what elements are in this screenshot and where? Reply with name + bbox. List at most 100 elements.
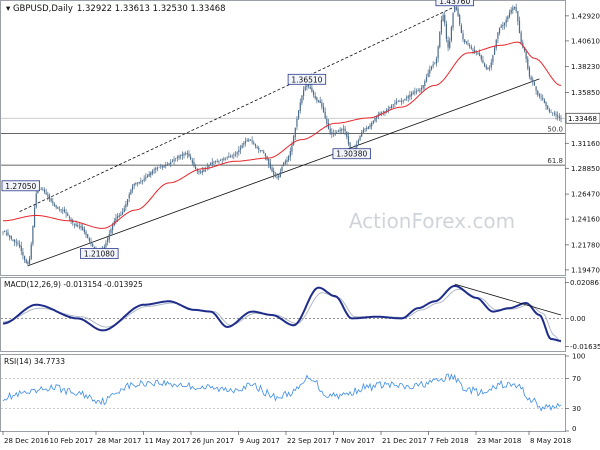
candles bbox=[2, 2, 562, 267]
candle-body bbox=[146, 175, 149, 177]
price-annotation-text-4: 1.30380 bbox=[336, 150, 367, 159]
candle-body bbox=[296, 118, 298, 127]
candle-body bbox=[430, 66, 433, 70]
price-axis-label-8: 1.21780 bbox=[571, 241, 600, 249]
candle-body bbox=[523, 47, 526, 51]
candle-body bbox=[341, 129, 343, 131]
candle-body bbox=[485, 66, 487, 69]
candle-body bbox=[57, 206, 59, 209]
candle-body bbox=[254, 144, 257, 147]
candle-body bbox=[48, 195, 51, 199]
candle-body bbox=[17, 242, 19, 244]
candle-body bbox=[342, 128, 345, 130]
candle-body bbox=[123, 208, 125, 213]
candle-body bbox=[547, 105, 549, 110]
candle-body bbox=[480, 55, 482, 60]
candle-body bbox=[542, 97, 544, 100]
price-trend-line-1 bbox=[27, 78, 540, 267]
candle-body bbox=[462, 33, 464, 40]
date-axis-label-5: 9 Aug 2017 bbox=[240, 437, 280, 445]
date-axis-label-4: 26 Jun 2017 bbox=[192, 437, 234, 445]
candle-body bbox=[397, 101, 399, 102]
rsi-axis-label-1: 70 bbox=[572, 375, 581, 383]
candle-body bbox=[432, 64, 434, 67]
chart-header-symbol: ▾ GBPUSD,Daily 1.32922 1.33613 1.32530 1.… bbox=[6, 4, 226, 14]
macd-title: MACD(12,26,9) -0.013154 -0.013925 bbox=[4, 280, 143, 289]
candle-body bbox=[278, 175, 280, 178]
price-pane-frame bbox=[0, 0, 566, 276]
macd-layer bbox=[1, 283, 565, 343]
candle-body bbox=[394, 102, 396, 104]
candle-body bbox=[180, 155, 182, 156]
candle-body bbox=[191, 160, 193, 163]
candle-body bbox=[211, 162, 213, 165]
candle-body bbox=[7, 232, 9, 236]
candle-body bbox=[503, 22, 506, 26]
candle-body bbox=[422, 84, 424, 89]
candle-body bbox=[484, 63, 486, 66]
candle-body bbox=[452, 13, 454, 28]
candle-body bbox=[467, 43, 469, 45]
candle-body bbox=[498, 27, 501, 34]
candle-body bbox=[213, 161, 215, 163]
candle-body bbox=[500, 25, 502, 28]
candle-body bbox=[195, 166, 197, 170]
candle-body bbox=[4, 230, 6, 233]
candle-body bbox=[517, 11, 519, 22]
candle-body bbox=[136, 182, 139, 184]
candle-body bbox=[475, 52, 477, 54]
candle-body bbox=[229, 155, 232, 157]
candle-body bbox=[175, 158, 177, 159]
candle-body bbox=[52, 201, 54, 204]
candle-body bbox=[244, 141, 247, 144]
candle-body bbox=[161, 166, 164, 168]
candle-body bbox=[92, 243, 94, 247]
candle-body bbox=[437, 46, 439, 59]
candle-body bbox=[372, 120, 374, 124]
candle-body bbox=[135, 182, 137, 184]
candle-body bbox=[9, 235, 11, 238]
candle-body bbox=[454, 6, 456, 13]
candle-body bbox=[45, 192, 47, 195]
candle-body bbox=[281, 166, 283, 171]
price-trend-line-0 bbox=[19, 6, 455, 212]
candle-body bbox=[112, 225, 114, 231]
price-axis-label-7: 1.24160 bbox=[571, 216, 600, 224]
candle-body bbox=[419, 90, 421, 92]
candle-body bbox=[208, 165, 210, 168]
candle-body bbox=[22, 251, 24, 256]
price-axis-label-6: 1.26470 bbox=[571, 191, 600, 199]
candle-body bbox=[209, 163, 212, 166]
candle-body bbox=[560, 118, 562, 119]
candle-body bbox=[128, 194, 130, 199]
macd-axis-label-1: 0.00 bbox=[570, 315, 586, 323]
candle-body bbox=[160, 166, 162, 167]
candle-body bbox=[145, 177, 147, 179]
candle-body bbox=[508, 12, 511, 17]
candle-body bbox=[293, 136, 295, 145]
candle-body bbox=[75, 224, 77, 226]
candle-body bbox=[507, 16, 509, 20]
candle-body bbox=[557, 115, 559, 117]
candle-body bbox=[140, 181, 142, 183]
candle-body bbox=[301, 95, 303, 104]
candle-body bbox=[302, 90, 305, 97]
candle-body bbox=[558, 116, 560, 118]
candle-body bbox=[47, 194, 49, 197]
candle-body bbox=[83, 229, 85, 233]
fib-level-label-0: 50.0 bbox=[547, 126, 563, 134]
candle-body bbox=[530, 77, 532, 80]
candle-body bbox=[224, 157, 227, 159]
rsi-layer bbox=[1, 373, 565, 412]
candle-body bbox=[404, 98, 406, 101]
candle-body bbox=[153, 169, 155, 171]
candle-body bbox=[241, 145, 243, 149]
candle-body bbox=[538, 94, 541, 97]
date-axis-label-3: 11 May 2017 bbox=[145, 437, 191, 445]
fib-level-label-1: 61.8 bbox=[547, 157, 563, 165]
price-annotation-box-2 bbox=[1, 180, 40, 192]
candle-body bbox=[77, 224, 79, 227]
candle-body bbox=[488, 67, 491, 69]
candle-body bbox=[201, 170, 203, 173]
